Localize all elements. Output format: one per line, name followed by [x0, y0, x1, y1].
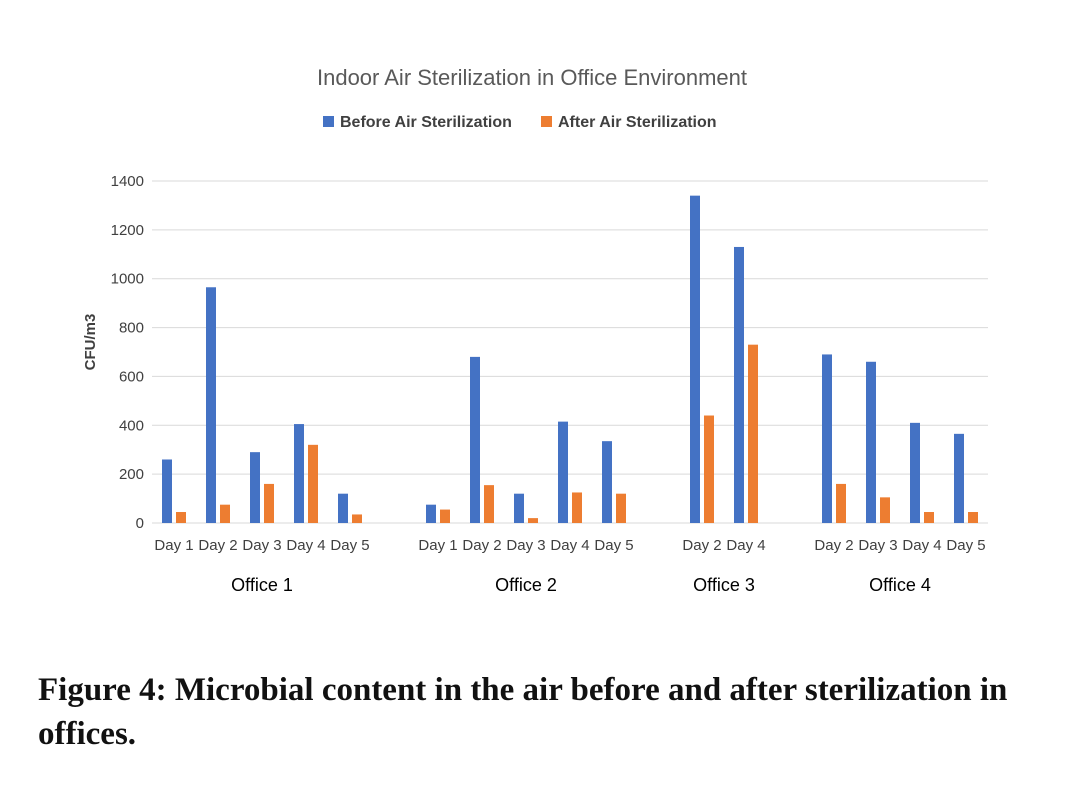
y-tick-label: 400 [119, 417, 144, 434]
bar-after-office4-day-2 [836, 483, 846, 523]
bar-after-office1-day-5 [352, 514, 362, 523]
x-category-label: Day 5 [330, 537, 369, 554]
chart-title: Indoor Air Sterilization in Office Envir… [317, 65, 747, 90]
bar-after-office1-day-1 [176, 512, 186, 523]
y-tick-label: 0 [136, 515, 144, 532]
x-category-label: Day 3 [506, 537, 545, 554]
y-tick-label: 1200 [111, 222, 144, 239]
bar-after-office1-day-3 [264, 483, 274, 523]
y-tick-label: 600 [119, 368, 144, 385]
bar-after-office2-day-1 [440, 509, 450, 523]
bar-after-office4-day-4 [924, 512, 934, 523]
x-category-label: Day 1 [154, 537, 193, 554]
legend-swatch-before [323, 116, 334, 127]
legend: Before Air Sterilization After Air Steri… [323, 114, 717, 131]
bar-before-office2-day-1 [426, 504, 436, 523]
x-category-label: Day 1 [418, 537, 457, 554]
y-tick-label: 800 [119, 320, 144, 337]
y-tick-label: 1000 [111, 271, 144, 288]
bar-after-office2-day-4 [572, 492, 582, 523]
bars [162, 195, 978, 523]
x-group-label: Office 1 [231, 575, 293, 595]
bar-after-office2-day-3 [528, 518, 538, 523]
x-category-label: Day 4 [726, 537, 765, 554]
bar-after-office2-day-5 [616, 493, 626, 523]
bar-before-office1-day-2 [206, 287, 216, 523]
x-category-label: Day 3 [858, 537, 897, 554]
x-group-label: Office 3 [693, 575, 755, 595]
x-axis-category-labels: Day 1 Day 2 Day 3 Day 4 Day 5 Day 1 Day 2 Day 3… [154, 537, 985, 554]
x-category-label: Day 3 [242, 537, 281, 554]
bar-before-office4-day-2 [822, 354, 832, 523]
x-group-label: Office 4 [869, 575, 931, 595]
gridlines [152, 180, 988, 524]
bar-before-office1-day-5 [338, 493, 348, 523]
x-category-label: Day 4 [550, 537, 589, 554]
bar-after-office4-day-3 [880, 497, 890, 523]
bar-before-office3-day-4 [734, 246, 744, 523]
bar-before-office1-day-1 [162, 459, 172, 523]
chart: Indoor Air Sterilization in Office Envir… [82, 65, 988, 595]
bar-before-office2-day-4 [558, 421, 568, 523]
bar-before-office4-day-5 [954, 433, 964, 523]
bar-before-office2-day-3 [514, 493, 524, 523]
x-category-label: Day 5 [594, 537, 633, 554]
y-axis-title: CFU/m3 [82, 314, 99, 371]
bar-after-office4-day-5 [968, 512, 978, 523]
bar-before-office2-day-5 [602, 441, 612, 523]
bar-before-office2-day-2 [470, 356, 480, 523]
x-axis-group-labels: Office 1 Office 2 Office 3 Office 4 [231, 575, 931, 595]
x-category-label: Day 2 [682, 537, 721, 554]
bar-before-office3-day-2 [690, 195, 700, 523]
bar-before-office4-day-4 [910, 422, 920, 523]
x-category-label: Day 4 [286, 537, 325, 554]
bar-after-office3-day-4 [748, 344, 758, 523]
legend-label-after: After Air Sterilization [558, 114, 717, 131]
x-category-label: Day 4 [902, 537, 941, 554]
figure-caption: Figure 4: Microbial content in the air b… [38, 672, 1008, 752]
x-category-label: Day 2 [462, 537, 501, 554]
x-group-label: Office 2 [495, 575, 557, 595]
bar-after-office3-day-2 [704, 415, 714, 523]
bar-before-office4-day-3 [866, 361, 876, 523]
x-category-label: Day 2 [814, 537, 853, 554]
legend-label-before: Before Air Sterilization [340, 114, 512, 131]
x-category-label: Day 2 [198, 537, 237, 554]
bar-after-office1-day-2 [220, 504, 230, 523]
bar-after-office2-day-2 [484, 485, 494, 523]
bar-before-office1-day-4 [294, 424, 304, 523]
x-category-label: Day 5 [946, 537, 985, 554]
legend-swatch-after [541, 116, 552, 127]
y-tick-label: 1400 [111, 173, 144, 190]
y-tick-label: 200 [119, 466, 144, 483]
bar-before-office1-day-3 [250, 452, 260, 523]
bar-after-office1-day-4 [308, 444, 318, 523]
y-axis-ticks: 0 200 400 600 800 1000 1200 1400 [111, 173, 144, 532]
